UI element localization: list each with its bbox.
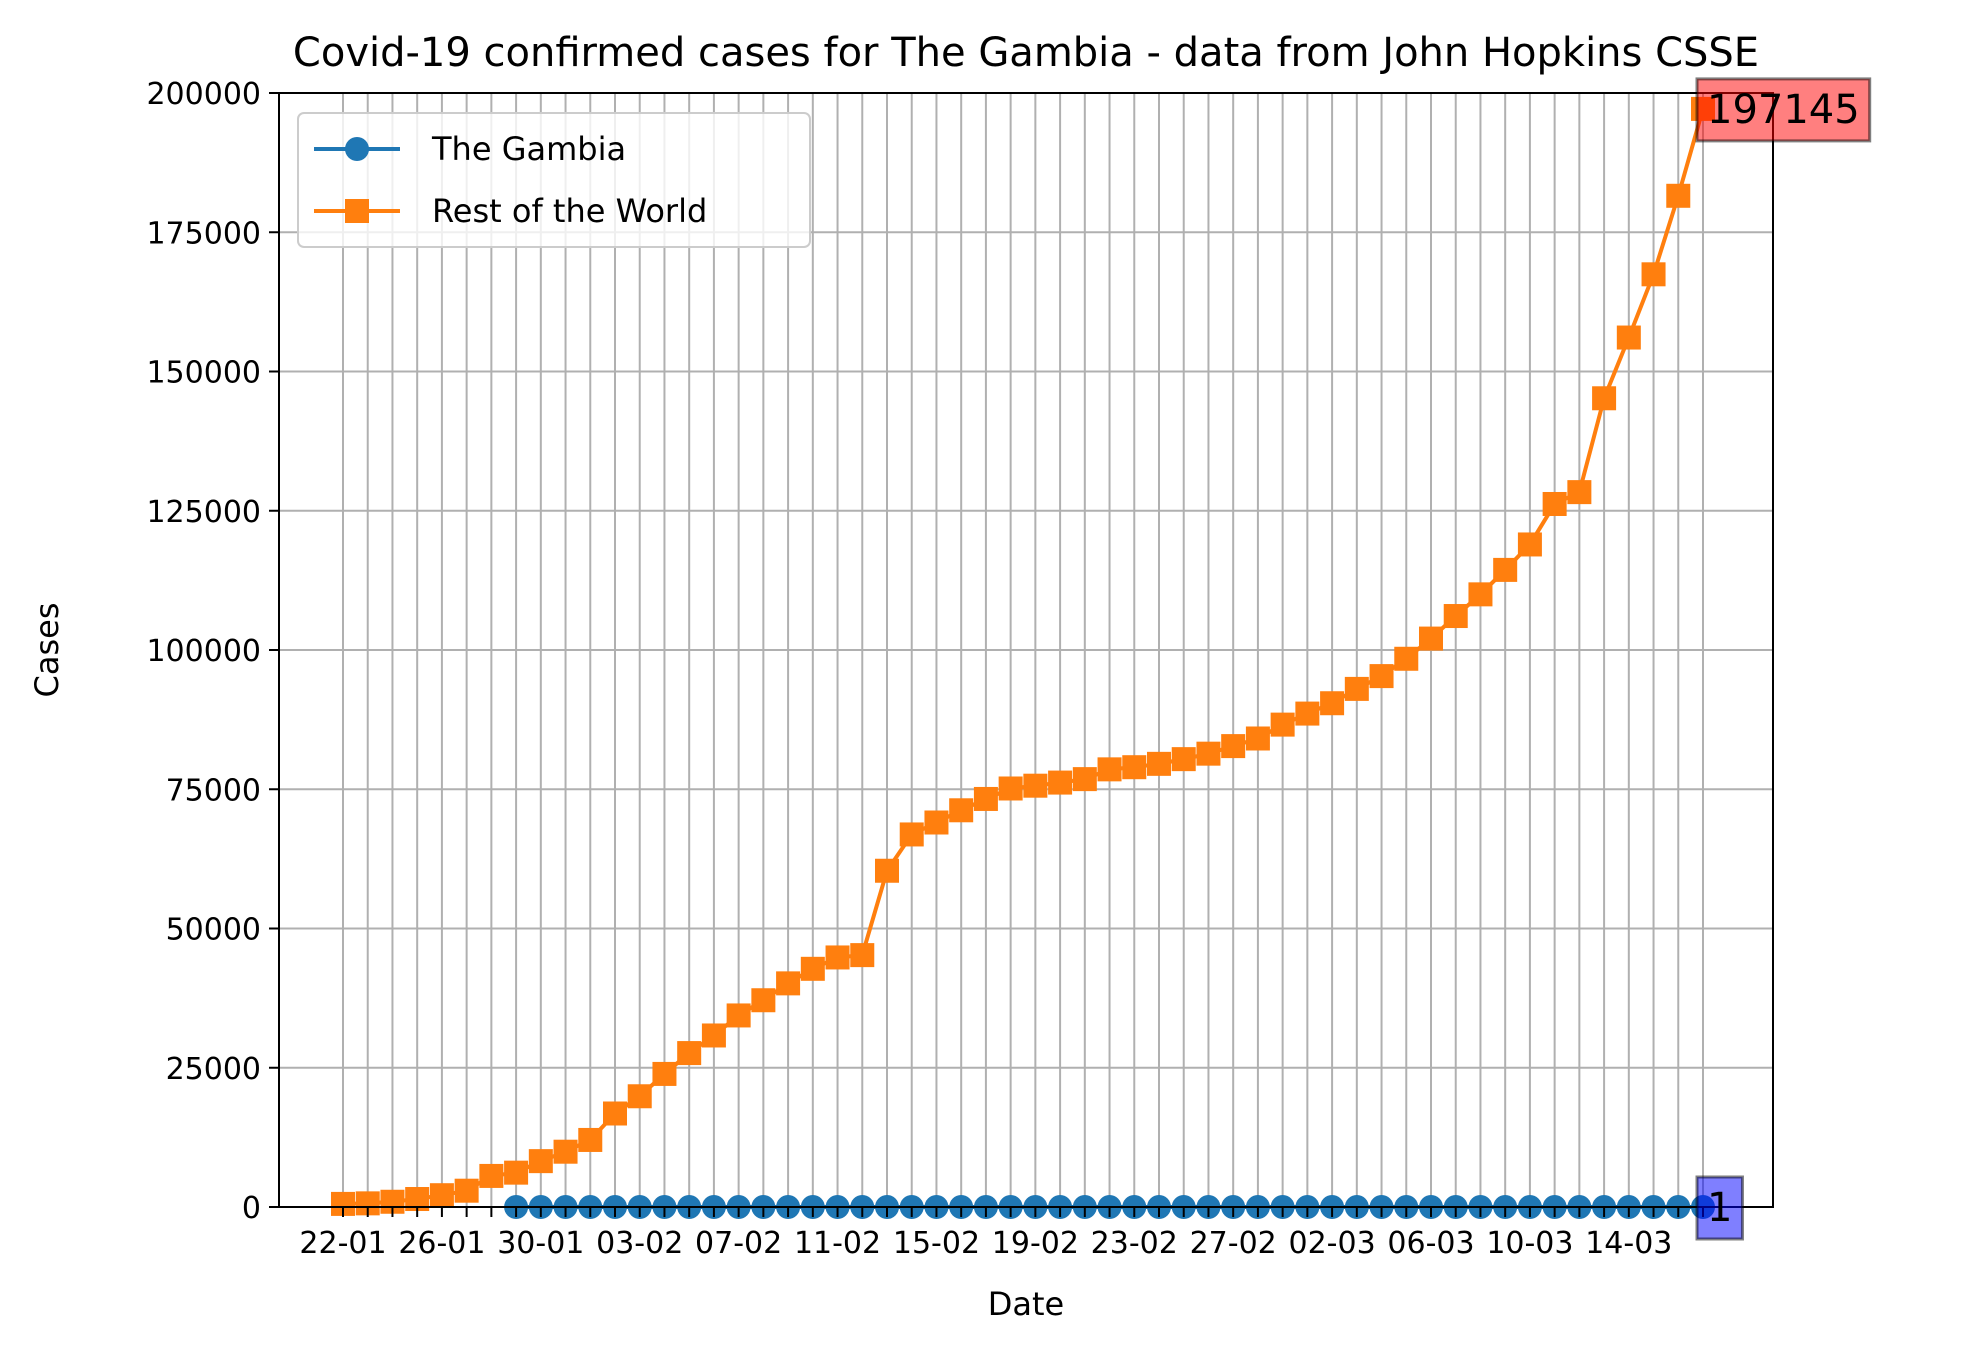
data-point-square	[1048, 770, 1073, 795]
x-tick-label: 03-02	[596, 1226, 683, 1261]
data-point-square	[1517, 532, 1542, 557]
data-point-square	[850, 943, 875, 968]
data-point-square	[751, 988, 776, 1013]
x-tick-label: 10-03	[1486, 1226, 1573, 1261]
data-point-square	[1666, 183, 1691, 208]
y-tick-label: 75000	[166, 773, 261, 808]
y-axis-title: Cases	[28, 603, 66, 698]
x-tick-label: 02-03	[1288, 1226, 1375, 1261]
data-point-square	[1097, 757, 1122, 782]
data-point-square	[1147, 751, 1171, 776]
data-point-square	[701, 1023, 726, 1048]
data-point-square	[1641, 262, 1666, 287]
data-point-square	[949, 798, 974, 823]
data-point-square	[800, 956, 825, 981]
data-point-square	[1616, 325, 1641, 350]
x-tick-label: 15-02	[893, 1226, 980, 1261]
annotation-text: 197145	[1707, 87, 1860, 133]
value-annotation: 197145	[1695, 77, 1872, 143]
data-point-square	[1344, 676, 1369, 701]
x-tick-label: 14-03	[1585, 1226, 1672, 1261]
y-tick-label: 0	[242, 1191, 261, 1226]
data-point-square	[1468, 582, 1493, 607]
data-point-square	[1295, 701, 1320, 726]
annotation-box	[1695, 77, 1872, 143]
data-point-square	[1122, 755, 1147, 780]
data-point-square	[998, 776, 1023, 801]
x-tick-label: 19-02	[992, 1226, 1079, 1261]
series-rest-of-the-world	[331, 96, 1715, 1216]
data-point-square	[924, 810, 949, 835]
legend-label: Rest of the World	[432, 192, 707, 230]
legend-frame	[297, 112, 811, 248]
y-tick-label: 25000	[166, 1052, 261, 1087]
data-point-square	[875, 858, 899, 883]
data-point-square	[973, 786, 998, 811]
data-point-square	[1592, 386, 1617, 411]
y-tick-label: 100000	[146, 634, 261, 669]
data-point-square	[1369, 664, 1394, 689]
data-point-square	[1320, 691, 1345, 716]
data-point-square	[677, 1041, 702, 1066]
data-point-square	[1023, 773, 1048, 798]
y-tick-label: 125000	[146, 495, 261, 530]
annotation-box	[1695, 1175, 1744, 1241]
data-point-square	[1443, 604, 1468, 629]
data-point-square	[652, 1061, 677, 1086]
data-point-square	[578, 1127, 603, 1152]
x-tick-label: 11-02	[794, 1226, 881, 1261]
data-point-square	[429, 1183, 454, 1208]
data-point-square	[1072, 767, 1097, 792]
data-point-square	[1419, 626, 1443, 651]
annotation-text: 1	[1707, 1185, 1732, 1231]
data-point-square	[1567, 480, 1592, 505]
data-point-square	[454, 1178, 479, 1203]
data-point-square	[1270, 712, 1295, 737]
legend-marker-circle	[345, 137, 369, 161]
legend-marker-square	[345, 199, 369, 223]
x-tick-label: 26-01	[398, 1226, 485, 1261]
data-point-square	[825, 945, 850, 970]
x-tick-label: 30-01	[497, 1226, 584, 1261]
y-tick-label: 200000	[146, 77, 261, 112]
data-point-square	[528, 1149, 553, 1174]
grid-lines	[279, 92, 1773, 1208]
x-tick-label: 06-03	[1387, 1226, 1474, 1261]
legend-label: The Gambia	[431, 130, 626, 168]
x-tick-label: 27-02	[1190, 1226, 1277, 1261]
data-point-square	[479, 1163, 504, 1188]
x-tick-label: 07-02	[695, 1226, 782, 1261]
data-point-square	[1171, 747, 1196, 772]
x-tick-label: 23-02	[1091, 1226, 1178, 1261]
data-point-square	[1493, 557, 1518, 582]
legend: The Gambia Rest of the World	[297, 112, 811, 248]
data-point-square	[504, 1160, 529, 1185]
data-point-square	[1221, 734, 1246, 759]
data-point-square	[899, 822, 924, 847]
y-tick-label: 150000	[146, 356, 261, 391]
data-point-square	[603, 1101, 627, 1126]
data-point-square	[1196, 741, 1221, 766]
data-point-square	[1245, 726, 1270, 751]
data-point-square	[553, 1139, 578, 1164]
annotations: 197145 1	[1695, 77, 1872, 1241]
legend-entry: The Gambia	[314, 130, 626, 168]
chart-title: Covid-19 confirmed cases for The Gambia …	[293, 30, 1759, 76]
data-point-square	[1394, 646, 1419, 671]
axis-ticks: 22-01 26-01 30-01 03-02 07-02 11-02 15-02 19-02…	[146, 77, 1704, 1261]
data-point-square	[776, 971, 801, 996]
value-annotation: 1	[1695, 1175, 1744, 1241]
x-axis-title: Date	[988, 1285, 1064, 1323]
legend-entry: Rest of the World	[314, 192, 707, 230]
data-point-square	[627, 1084, 652, 1109]
y-tick-label: 50000	[166, 913, 261, 948]
y-tick-label: 175000	[146, 216, 261, 251]
x-tick-label: 22-01	[299, 1226, 386, 1261]
data-point-square	[726, 1003, 751, 1028]
data-point-square	[1542, 491, 1567, 516]
